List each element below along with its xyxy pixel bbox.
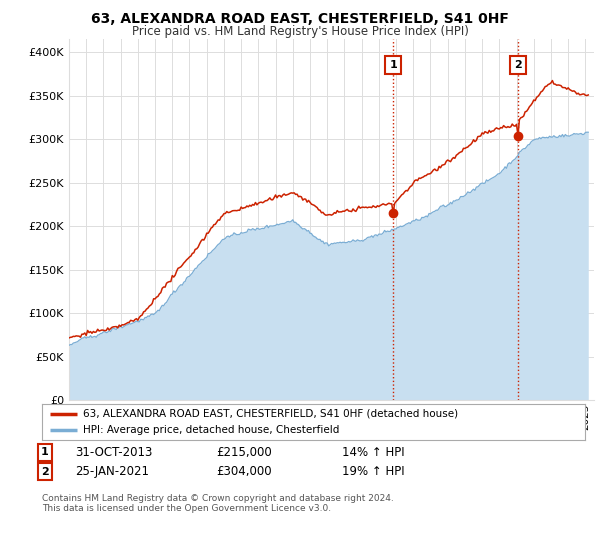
- Text: Contains HM Land Registry data © Crown copyright and database right 2024.
This d: Contains HM Land Registry data © Crown c…: [42, 494, 394, 514]
- Text: 25-JAN-2021: 25-JAN-2021: [75, 465, 149, 478]
- Text: Price paid vs. HM Land Registry's House Price Index (HPI): Price paid vs. HM Land Registry's House …: [131, 25, 469, 38]
- Text: 2: 2: [514, 60, 521, 71]
- Text: £215,000: £215,000: [216, 446, 272, 459]
- Text: 19% ↑ HPI: 19% ↑ HPI: [342, 465, 404, 478]
- Text: 14% ↑ HPI: 14% ↑ HPI: [342, 446, 404, 459]
- Text: 1: 1: [41, 447, 49, 458]
- Text: 2: 2: [41, 466, 49, 477]
- Text: HPI: Average price, detached house, Chesterfield: HPI: Average price, detached house, Ches…: [83, 425, 339, 435]
- Text: 63, ALEXANDRA ROAD EAST, CHESTERFIELD, S41 0HF: 63, ALEXANDRA ROAD EAST, CHESTERFIELD, S…: [91, 12, 509, 26]
- Text: 1: 1: [389, 60, 397, 71]
- Text: £304,000: £304,000: [216, 465, 272, 478]
- Text: 31-OCT-2013: 31-OCT-2013: [75, 446, 152, 459]
- Text: 63, ALEXANDRA ROAD EAST, CHESTERFIELD, S41 0HF (detached house): 63, ALEXANDRA ROAD EAST, CHESTERFIELD, S…: [83, 409, 458, 419]
